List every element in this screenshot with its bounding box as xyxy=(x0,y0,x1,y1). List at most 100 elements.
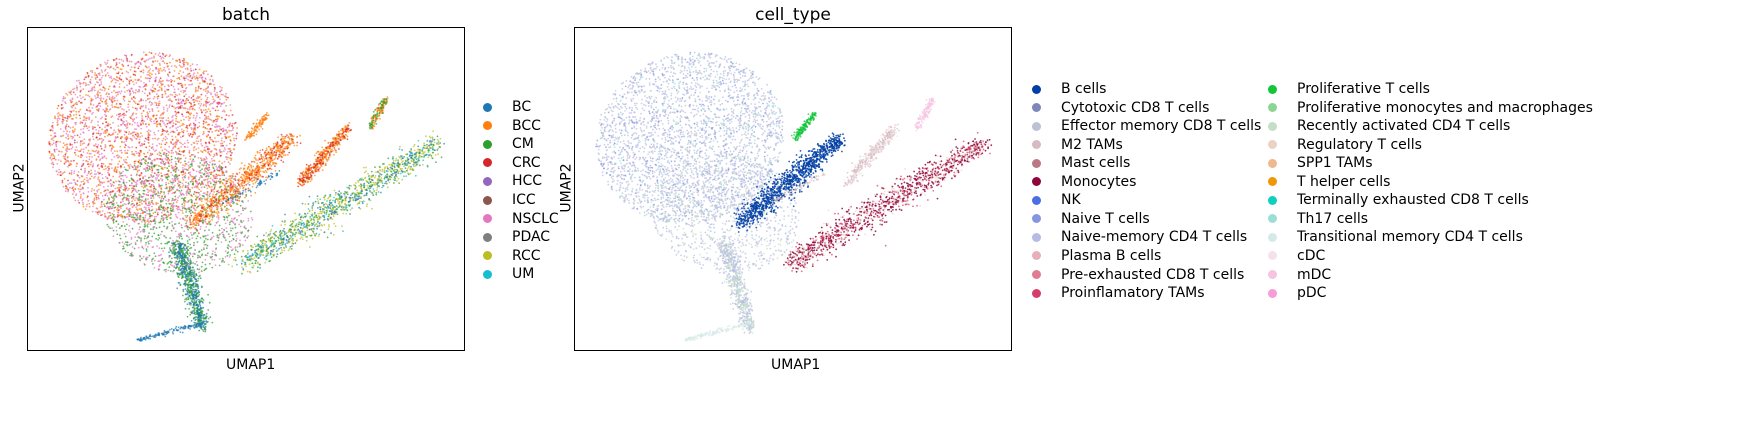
legend-marker xyxy=(483,232,492,242)
legend-marker xyxy=(483,251,492,261)
scatter-series-points xyxy=(771,172,826,205)
legend-label: M2 TAMs xyxy=(1061,136,1123,153)
legend-entry: RCC xyxy=(483,247,541,265)
scatter-series-points xyxy=(731,132,846,233)
legend-label: mDC xyxy=(1297,266,1332,283)
scatter-series-points xyxy=(684,321,752,342)
legend-label: Th17 cells xyxy=(1297,210,1369,227)
legend-label: B cells xyxy=(1061,81,1107,97)
legend-label: Pre-exhausted CD8 T cells xyxy=(1061,266,1245,283)
legend-marker xyxy=(1032,270,1041,279)
legend-label: Terminally exhausted CD8 T cells xyxy=(1297,192,1529,209)
legend-entry: Recently activated CD4 T cells xyxy=(1268,117,1510,135)
scatter-series-points xyxy=(168,242,212,332)
legend-label: CRC xyxy=(512,154,541,171)
legend-marker xyxy=(483,158,492,168)
legend-entry: BCC xyxy=(483,117,541,135)
legend-marker xyxy=(483,176,492,186)
legend-entry: Naive T cells xyxy=(1032,210,1150,228)
legend-label: BC xyxy=(512,99,532,115)
legend-entry: Th17 cells xyxy=(1268,210,1368,228)
legend-entry: Transitional memory CD4 T cells xyxy=(1268,228,1523,246)
legend-label: HCC xyxy=(512,173,543,190)
legend-marker xyxy=(1032,84,1041,94)
legend-label: UM xyxy=(512,266,535,283)
legend-label: PDAC xyxy=(512,229,551,246)
legend-label: pDC xyxy=(1297,285,1327,302)
legend-entry: CM xyxy=(483,135,534,153)
legend-label: Recently activated CD4 T cells xyxy=(1297,118,1511,135)
legend-entry: Regulatory T cells xyxy=(1268,136,1422,154)
scatter-series-points xyxy=(236,138,438,269)
legend-marker xyxy=(1268,270,1277,279)
batch-xlabel: UMAP1 xyxy=(226,357,276,373)
legend-entry: cDC xyxy=(1268,247,1325,265)
scatter-series-points xyxy=(104,152,254,274)
legend-entry: Proliferative T cells xyxy=(1268,80,1430,98)
legend-label: Plasma B cells xyxy=(1061,247,1162,264)
legend-marker xyxy=(1032,103,1041,113)
legend-entry: Proliferative monocytes and macrophages xyxy=(1268,99,1593,117)
scatter-series-points xyxy=(240,135,445,270)
legend-label: NSCLC xyxy=(512,210,559,227)
legend-marker xyxy=(1268,84,1277,94)
cell-type-ylabel: UMAP2 xyxy=(558,163,575,213)
scatter-series-points xyxy=(717,236,755,334)
legend-entry: ICC xyxy=(483,191,536,209)
legend-marker xyxy=(1268,214,1277,224)
legend-entry: Monocytes xyxy=(1032,173,1136,191)
scatter-series-points xyxy=(786,131,991,273)
scatter-series-points xyxy=(843,124,899,187)
legend-label: CM xyxy=(512,136,534,153)
legend-label: Cytotoxic CD8 T cells xyxy=(1061,99,1210,116)
scatter-series-points xyxy=(136,321,205,342)
legend-marker xyxy=(1268,121,1277,131)
legend-marker xyxy=(483,121,492,131)
scatter-series-points xyxy=(595,51,784,225)
legend-label: Transitional memory CD4 T cells xyxy=(1297,229,1523,246)
legend-marker xyxy=(1268,103,1277,113)
legend-label: BCC xyxy=(512,117,541,134)
scatter-series-points xyxy=(244,112,270,141)
batch-ylabel: UMAP2 xyxy=(11,163,28,213)
legend-marker xyxy=(483,214,492,224)
legend-marker xyxy=(1032,177,1041,187)
legend-label: Proinflamatory TAMs xyxy=(1061,285,1205,302)
legend-entry: pDC xyxy=(1268,284,1326,302)
cell-type-title: cell_type xyxy=(755,5,831,25)
legend-entry: B cells xyxy=(1032,80,1106,98)
legend-label: Proliferative T cells xyxy=(1297,81,1430,97)
legend-entry: Proinflamatory TAMs xyxy=(1032,284,1205,302)
legend-entry: SPP1 TAMs xyxy=(1268,154,1373,172)
legend-label: NK xyxy=(1061,192,1081,209)
legend-marker xyxy=(1032,158,1041,168)
legend-marker xyxy=(1032,195,1041,205)
scatter-series-points xyxy=(297,124,352,188)
legend-marker xyxy=(1268,177,1277,187)
legend-label: Naive T cells xyxy=(1061,210,1150,227)
legend-marker xyxy=(1268,195,1277,205)
legend-label: RCC xyxy=(512,247,541,264)
legend-entry: mDC xyxy=(1268,266,1331,284)
cell-type-scatter xyxy=(595,51,993,342)
scatter-series-points xyxy=(48,51,238,225)
legend-entry: T helper cells xyxy=(1268,173,1390,191)
legend-entry: HCC xyxy=(483,172,542,190)
scatter-series-points xyxy=(790,111,817,142)
legend-entry: Cytotoxic CD8 T cells xyxy=(1032,99,1209,117)
legend-marker xyxy=(483,269,492,279)
legend-label: T helper cells xyxy=(1297,173,1391,190)
legend-marker xyxy=(1268,158,1277,168)
scatter-series-points xyxy=(48,52,239,223)
legend-entry: PDAC xyxy=(483,228,550,246)
legend-label: cDC xyxy=(1297,247,1326,264)
legend-entry: NSCLC xyxy=(483,210,559,228)
legend-entry: CRC xyxy=(483,154,541,172)
legend-marker xyxy=(1032,288,1041,298)
legend-entry: Pre-exhausted CD8 T cells xyxy=(1032,266,1244,284)
scatter-series-points xyxy=(368,98,388,130)
legend-marker xyxy=(1268,140,1277,150)
legend-marker xyxy=(483,139,492,149)
batch-title: batch xyxy=(222,5,270,25)
legend-marker xyxy=(1268,288,1277,298)
